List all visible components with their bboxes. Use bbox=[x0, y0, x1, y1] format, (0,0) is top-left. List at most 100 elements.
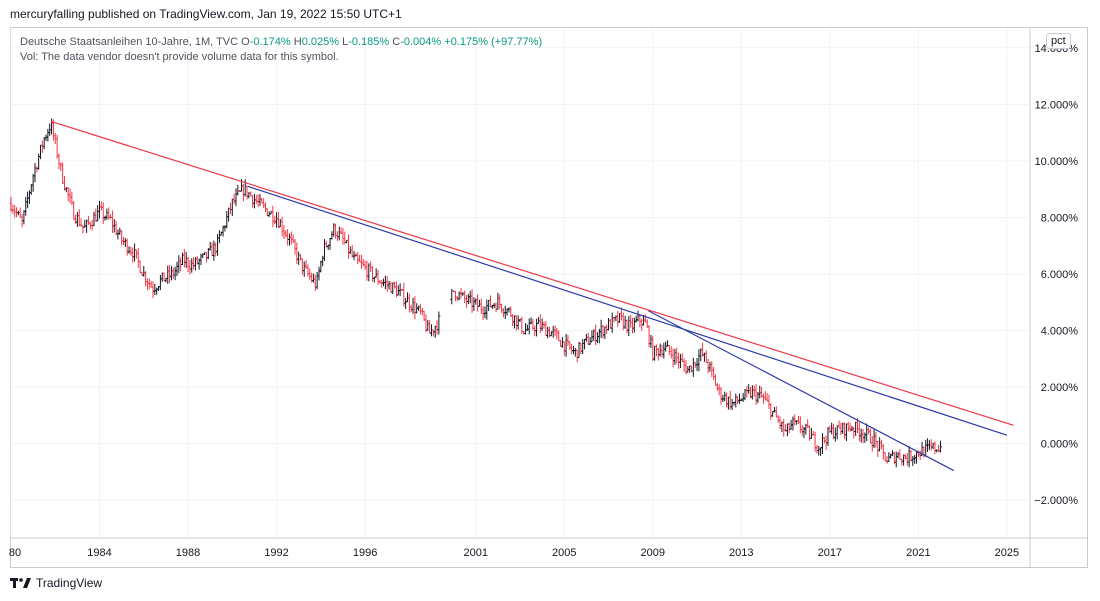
price-scale-unit-button[interactable]: pct bbox=[1046, 33, 1071, 49]
ohlc-bar bbox=[798, 416, 802, 434]
ohlc-bar bbox=[24, 196, 28, 216]
ohlc-bar bbox=[496, 292, 500, 310]
ohlc-bar bbox=[730, 398, 734, 411]
ohlc-bar bbox=[42, 136, 46, 150]
y-tick-label[interactable]: 2.000% bbox=[1041, 382, 1079, 394]
ohlc-bar bbox=[101, 202, 105, 225]
ohlc-bar bbox=[105, 208, 109, 220]
ohlc-bar bbox=[182, 249, 186, 268]
ohlc-bar bbox=[258, 194, 262, 206]
ohlc-bar bbox=[75, 212, 79, 227]
ohlc-bar bbox=[629, 314, 633, 328]
x-tick-label[interactable]: 2017 bbox=[818, 547, 842, 559]
y-tick-label[interactable]: 8.000% bbox=[1041, 212, 1079, 224]
ohlc-bar bbox=[874, 431, 878, 448]
x-tick-label[interactable]: 80 bbox=[9, 547, 21, 559]
x-tick-label[interactable]: 1996 bbox=[353, 547, 377, 559]
ohlc-bar bbox=[653, 345, 657, 361]
ohlc-bar bbox=[706, 358, 710, 374]
ohlc-bar bbox=[719, 387, 723, 405]
time-axis-labels[interactable]: 80 1984 1988 1992 1996 2001 2005 2009 2013 2017 20… bbox=[9, 547, 1019, 559]
x-tick-label[interactable]: 2009 bbox=[641, 547, 665, 559]
symbol-name[interactable]: Deutsche Staatsanleihen 10-Jahre, 1M, TV… bbox=[20, 36, 239, 48]
ohlc-bar bbox=[96, 205, 100, 222]
ohlc-bar bbox=[55, 134, 59, 159]
blue-trendline[interactable] bbox=[648, 310, 955, 472]
ohlc-bar bbox=[142, 265, 146, 277]
red-trendline[interactable] bbox=[50, 120, 1014, 426]
x-tick-label[interactable]: 2005 bbox=[552, 547, 576, 559]
symbol-legend: Deutsche Staatsanleihen 10-Jahre, 1M, TV… bbox=[20, 35, 542, 50]
ohlc-bar bbox=[125, 238, 129, 256]
x-tick-label[interactable]: 2001 bbox=[463, 547, 487, 559]
ohlc-bar bbox=[726, 396, 730, 410]
ohlc-bar bbox=[138, 260, 142, 273]
ohlc-bar bbox=[289, 231, 293, 245]
ohlc-bar bbox=[854, 421, 858, 436]
ohlc-bar bbox=[625, 319, 629, 334]
ohlc-bar bbox=[413, 296, 417, 320]
ohlc-bar bbox=[822, 436, 826, 444]
ohlc-bar bbox=[92, 211, 96, 227]
ohlc-bar bbox=[594, 324, 598, 346]
ohlc-bar bbox=[367, 263, 371, 282]
ohlc-bar bbox=[717, 384, 721, 396]
ohlc-bar bbox=[356, 251, 360, 265]
ohlc-bar bbox=[234, 188, 238, 207]
ohlc-bar bbox=[846, 421, 850, 432]
ohlc-bar bbox=[335, 231, 339, 241]
ohlc-bar bbox=[671, 348, 675, 368]
ohlc-bar bbox=[579, 342, 583, 355]
ohlc-bar bbox=[404, 298, 408, 310]
y-tick-label[interactable]: 4.000% bbox=[1041, 326, 1079, 338]
ohlc-bar bbox=[346, 234, 350, 259]
blue-trendline[interactable] bbox=[247, 185, 1008, 436]
y-tick-label[interactable]: 12.000% bbox=[1035, 99, 1079, 111]
ohlc-bar bbox=[245, 185, 249, 200]
price-axis-labels[interactable]: 14.000%12.000%10.000%8.000%6.000%4.000%2… bbox=[1034, 43, 1078, 507]
tradingview-brand[interactable]: TradingView bbox=[10, 576, 102, 590]
y-tick-label[interactable]: 0.000% bbox=[1041, 439, 1079, 451]
ohlc-bar bbox=[566, 334, 570, 346]
x-tick-label[interactable]: 1984 bbox=[87, 547, 111, 559]
ohlc-bar bbox=[223, 225, 227, 232]
ohlc-bar bbox=[559, 339, 563, 347]
ohlc-bar bbox=[385, 276, 389, 292]
ohlc-bar bbox=[468, 290, 472, 304]
x-tick-label[interactable]: 2013 bbox=[729, 547, 753, 559]
open-value: -0.174% bbox=[249, 36, 291, 48]
ohlc-bar bbox=[800, 424, 804, 437]
ohlc-bar bbox=[426, 319, 430, 331]
ohlc-bar bbox=[61, 162, 65, 184]
ohlc-bar bbox=[898, 449, 902, 460]
ohlc-bar bbox=[428, 320, 432, 334]
ohlc-bar bbox=[190, 258, 194, 273]
x-tick-label[interactable]: 2025 bbox=[995, 547, 1019, 559]
ohlc-bar bbox=[293, 238, 297, 255]
ohlc-bar bbox=[120, 229, 124, 246]
ohlc-bar bbox=[59, 162, 63, 171]
y-tick-label[interactable]: −2.000% bbox=[1034, 495, 1078, 507]
ohlc-bar bbox=[470, 289, 474, 313]
ohlc-bar bbox=[406, 292, 410, 303]
ohlc-bar bbox=[276, 211, 280, 229]
x-tick-label[interactable]: 1988 bbox=[176, 547, 200, 559]
ohlc-bar bbox=[264, 202, 267, 213]
ohlc-bar bbox=[662, 342, 666, 359]
ohlc-bar bbox=[843, 422, 847, 440]
tradingview-logo-icon bbox=[10, 578, 31, 588]
ohlc-bar bbox=[18, 207, 22, 218]
ohlc-bar bbox=[835, 425, 839, 440]
ohlc-bar bbox=[527, 318, 531, 335]
ohlc-bar bbox=[924, 439, 928, 457]
ohlc-bar bbox=[879, 439, 883, 450]
ohlc-bar bbox=[265, 208, 269, 217]
trendlines[interactable] bbox=[50, 120, 1014, 472]
x-tick-label[interactable]: 1992 bbox=[264, 547, 288, 559]
ohlc-bar bbox=[623, 315, 627, 329]
ohlc-bar bbox=[765, 393, 769, 402]
y-tick-label[interactable]: 6.000% bbox=[1041, 269, 1079, 281]
x-tick-label[interactable]: 2021 bbox=[906, 547, 930, 559]
y-tick-label[interactable]: 10.000% bbox=[1035, 156, 1079, 168]
